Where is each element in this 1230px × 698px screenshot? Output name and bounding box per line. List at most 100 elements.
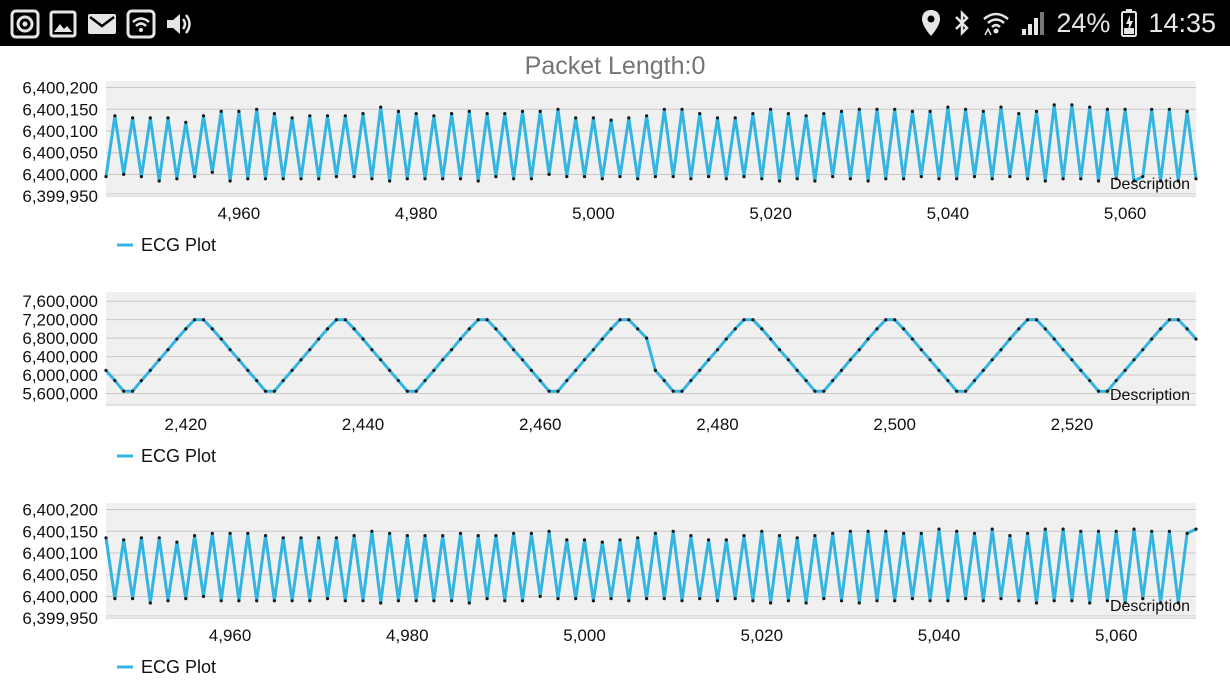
ecg-chart-top[interactable]: 6,400,200 6,400,150 6,400,100 6,400,050 6,40… [0,76,1230,276]
ecg-chart-top-svg[interactable]: 6,400,200 6,400,150 6,400,100 6,400,050 6,40… [0,76,1230,276]
data-point [689,534,693,538]
data-point [937,527,941,531]
data-point [503,599,507,603]
notification-icons [10,9,194,39]
data-point [370,348,374,352]
data-point [379,601,383,605]
data-point [193,175,197,179]
data-point [928,109,932,113]
x-tick-label: 2,420 [164,415,207,434]
data-point [272,389,276,393]
data-point [1026,531,1030,535]
x-tick-label: 2,520 [1051,415,1094,434]
legend-label: ECG Plot [141,235,216,255]
data-point [609,597,613,601]
data-point [263,389,268,393]
x-tick-label: 2,440 [342,415,385,434]
data-point [246,368,250,372]
data-point [813,534,817,538]
data-point [201,594,206,598]
data-point [494,175,498,179]
data-point [343,318,347,322]
data-point [884,177,888,181]
data-point [1123,107,1127,111]
data-point [928,358,932,362]
ecg-chart-bottom[interactable]: 6,400,200 6,400,150 6,400,100 6,400,050 6,40… [0,498,1230,698]
data-point [423,177,427,181]
data-point [325,597,330,601]
data-point [609,118,613,122]
data-point [1088,601,1092,605]
data-point [441,534,445,538]
data-point [981,109,985,113]
data-point [299,536,303,540]
data-point [1008,337,1012,341]
data-point [334,175,338,179]
y-tick-label: 6,800,000 [22,329,98,348]
data-point [405,389,409,393]
data-point [263,177,268,181]
chart-description: Description [1110,387,1190,404]
data-point [193,318,197,322]
data-point [636,327,640,331]
data-point [193,534,197,538]
clock: 14:35 [1148,7,1216,38]
ecg-chart-middle-svg[interactable]: 7,600,0007,200,0006,800,0006,400,0006,00… [0,287,1230,487]
data-point [972,175,977,179]
data-point [839,599,844,603]
data-point [1105,599,1109,603]
data-point [414,389,418,393]
data-point [822,112,826,116]
data-point [1159,327,1163,331]
data-point [396,379,400,383]
bluetooth-icon [952,8,972,38]
data-point [1185,109,1189,113]
data-point [299,358,303,362]
data-point [485,318,489,322]
data-point [760,529,764,533]
data-point [467,109,471,113]
data-point [662,379,666,383]
data-point [795,177,799,181]
y-tick-label: 6,400,000 [22,348,98,367]
data-point [999,597,1003,601]
data-point [467,327,471,331]
data-point [1034,601,1039,605]
data-point [964,389,968,393]
data-point [662,107,666,111]
data-point [122,389,126,393]
data-point [317,536,321,540]
x-tick-label: 5,020 [749,204,792,223]
mail-icon [86,9,118,39]
data-point [1167,318,1171,322]
data-point [848,177,853,181]
data-point [184,327,188,331]
data-point [999,348,1003,352]
chart-description: Description [1110,176,1190,193]
data-point [113,379,117,383]
data-point [715,599,720,603]
data-point [538,594,542,598]
data-point [600,540,604,544]
data-point [325,327,330,331]
data-point [405,534,409,538]
data-point [893,599,897,603]
data-point [831,531,835,535]
data-point [964,107,968,111]
data-point [990,527,994,531]
data-point [131,116,135,120]
ecg-chart-middle[interactable]: 7,600,000 7,200,000 6,800,000 6,400,000 6,00… [0,287,1230,487]
data-point [769,601,773,605]
data-point [574,116,578,120]
data-point [565,379,569,383]
data-point [910,597,915,601]
y-tick-label: 6,400,100 [22,544,98,563]
data-point [1167,107,1171,111]
data-point [609,327,613,331]
ecg-chart-bottom-svg[interactable]: 6,400,200 6,400,150 6,400,100 6,400,050 6,40… [0,498,1230,698]
x-tick-label: 5,000 [563,626,606,645]
data-point [866,337,870,341]
data-point [645,597,649,601]
data-point [1088,105,1092,109]
data-point [831,379,835,383]
